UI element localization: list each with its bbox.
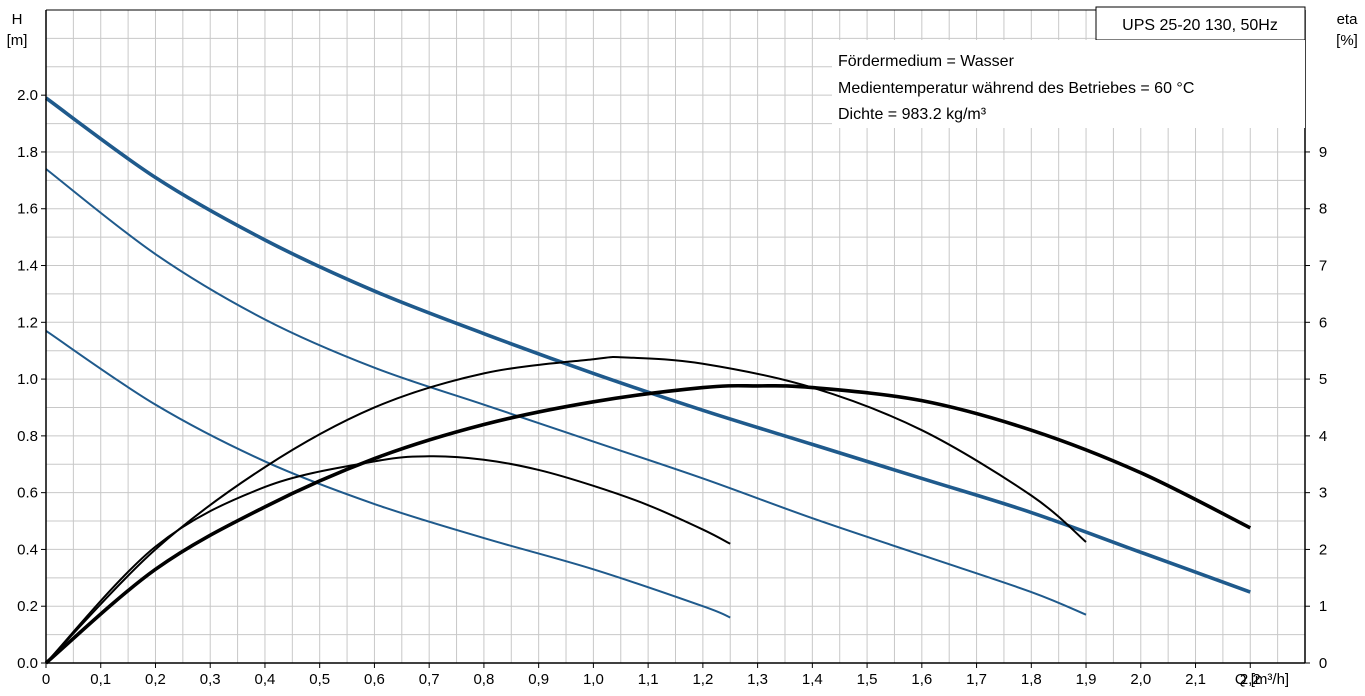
y-left-axis-label: H	[12, 11, 23, 28]
y-right-tick-label: 2	[1319, 541, 1327, 558]
x-tick-label: 0,9	[528, 671, 549, 688]
y-left-tick-label: 0.8	[17, 428, 38, 445]
x-tick-label: 0	[42, 671, 50, 688]
x-tick-label: 1,4	[802, 671, 823, 688]
y-left-tick-label: 2.0	[17, 87, 38, 104]
annotation-temperature: Medientemperatur während des Betriebes =…	[838, 80, 1194, 97]
x-tick-label: 2,2	[1240, 671, 1261, 688]
y-left-tick-label: 1.8	[17, 144, 38, 161]
y-left-axis-unit: [m]	[7, 32, 28, 49]
axes: 0 0,1 0,2 0,3 0,4 0,5 0,6 0,7 0,8 0,9 1,0 1,1 1,2 1,3…	[17, 87, 1327, 688]
x-tick-label: 0,6	[364, 671, 385, 688]
y-right-tick-label: 7	[1319, 258, 1327, 275]
y-right-tick-label: 8	[1319, 201, 1327, 218]
x-tick-label: 1,0	[583, 671, 604, 688]
x-tick-label: 1,3	[747, 671, 768, 688]
y-left-tick-label: 1.0	[17, 371, 38, 388]
x-tick-label: 0,5	[309, 671, 330, 688]
efficiency-curve-6	[45, 455, 731, 664]
annotation-medium: Fördermedium = Wasser	[838, 53, 1015, 70]
x-tick-label: 0,2	[145, 671, 166, 688]
annotation-density: Dichte = 983.2 kg/m³	[838, 106, 987, 123]
x-tick-label: 1,9	[1076, 671, 1097, 688]
x-tick-label: 1,2	[692, 671, 713, 688]
plot-frame	[45, 9, 1306, 664]
x-tick-label: 1,5	[857, 671, 878, 688]
y-left-tick-label: 0.4	[17, 541, 38, 558]
y-right-tick-label: 1	[1319, 598, 1327, 615]
x-tick-label: 2,0	[1130, 671, 1151, 688]
efficiency-curve-4	[44, 383, 1252, 665]
y-right-tick-label: 3	[1319, 485, 1327, 502]
x-tick-label: 0,4	[255, 671, 276, 688]
x-tick-label: 1,6	[911, 671, 932, 688]
x-tick-label: 1,7	[966, 671, 987, 688]
grid	[46, 10, 1305, 663]
efficiency-curve-5	[45, 356, 1087, 664]
head-curve-1	[44, 96, 1251, 594]
title-box	[1095, 6, 1306, 41]
series-layer	[44, 96, 1252, 665]
y-right-tick-label: 0	[1319, 655, 1327, 672]
y-right-axis-unit: [%]	[1336, 32, 1358, 49]
chart-title: UPS 25-20 130, 50Hz	[1122, 17, 1278, 34]
x-tick-label: 0,7	[419, 671, 440, 688]
y-right-tick-label: 9	[1319, 144, 1327, 161]
y-right-tick-label: 5	[1319, 371, 1327, 388]
x-tick-label: 0,3	[200, 671, 221, 688]
y-right-tick-label: 4	[1319, 428, 1327, 445]
y-left-tick-label: 1.4	[17, 258, 38, 275]
head-curve-2	[45, 168, 1087, 616]
x-tick-label: 1,1	[638, 671, 659, 688]
y-right-tick-label: 6	[1319, 314, 1327, 331]
y-left-tick-label: 1.6	[17, 201, 38, 218]
x-tick-label: 1,8	[1021, 671, 1042, 688]
y-left-tick-label: 1.2	[17, 314, 38, 331]
y-right-axis-label: eta	[1337, 11, 1359, 28]
annotation-box	[832, 40, 1305, 128]
x-tick-label: 0,8	[473, 671, 494, 688]
x-tick-label: 0,1	[90, 671, 111, 688]
y-left-tick-label: 0.6	[17, 485, 38, 502]
x-tick-label: 2,1	[1185, 671, 1206, 688]
x-axis-label: Q [m³/h]	[1235, 671, 1289, 688]
y-left-tick-label: 0.0	[17, 655, 38, 672]
y-left-tick-label: 0.2	[17, 598, 38, 615]
head-curve-3	[45, 329, 731, 619]
